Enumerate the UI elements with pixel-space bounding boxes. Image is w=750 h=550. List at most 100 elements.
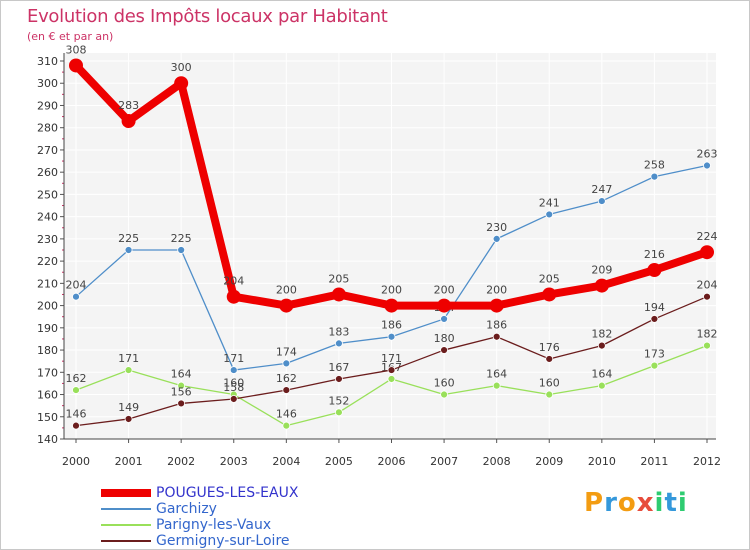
data-label: 176 bbox=[539, 341, 560, 354]
data-point bbox=[489, 298, 504, 313]
data-label: 173 bbox=[644, 348, 665, 361]
y-tick-label: 140 bbox=[37, 433, 58, 446]
data-label: 230 bbox=[486, 221, 507, 234]
y-tick-label: 200 bbox=[37, 300, 58, 313]
data-label: 204 bbox=[223, 275, 244, 288]
data-label: 216 bbox=[644, 248, 665, 261]
data-point bbox=[124, 415, 133, 423]
data-point bbox=[229, 366, 238, 374]
x-tick-label: 2009 bbox=[535, 455, 563, 468]
data-point bbox=[492, 332, 501, 341]
data-point bbox=[174, 76, 189, 91]
data-point bbox=[492, 234, 501, 243]
data-point bbox=[437, 298, 452, 313]
y-tick-label: 190 bbox=[37, 322, 58, 335]
data-point bbox=[229, 395, 238, 403]
y-tick-label: 260 bbox=[37, 166, 58, 179]
data-point bbox=[282, 421, 291, 430]
data-label: 162 bbox=[66, 372, 87, 385]
data-point bbox=[650, 315, 659, 323]
data-label: 171 bbox=[381, 352, 402, 365]
data-label: 146 bbox=[276, 408, 297, 421]
data-label: 146 bbox=[66, 408, 87, 421]
data-point bbox=[650, 361, 659, 370]
data-point bbox=[387, 366, 396, 374]
data-label: 180 bbox=[434, 332, 455, 345]
legend-swatch bbox=[101, 508, 151, 510]
y-tick-label: 280 bbox=[37, 122, 58, 135]
data-point bbox=[440, 315, 448, 323]
legend-label: Garchizy bbox=[156, 501, 217, 517]
y-tick-label: 150 bbox=[37, 411, 58, 424]
data-label: 283 bbox=[118, 99, 139, 112]
data-label: 263 bbox=[697, 148, 718, 161]
y-tick-label: 270 bbox=[37, 144, 58, 157]
data-label: 167 bbox=[328, 361, 349, 374]
data-point bbox=[387, 375, 396, 383]
legend-label: Parigny-les-Vaux bbox=[156, 517, 272, 533]
legend-label: POUGUES-LES-EAUX bbox=[156, 485, 299, 501]
data-point bbox=[226, 289, 241, 304]
x-tick-label: 2003 bbox=[220, 455, 248, 468]
data-label: 258 bbox=[644, 159, 665, 172]
data-point bbox=[279, 298, 294, 313]
proxiti-logo: Proxiti bbox=[584, 488, 688, 518]
data-label: 183 bbox=[328, 325, 349, 338]
y-tick-label: 160 bbox=[37, 389, 58, 402]
data-point bbox=[335, 375, 343, 383]
data-point bbox=[594, 278, 609, 293]
data-point bbox=[335, 339, 343, 348]
x-tick-label: 2007 bbox=[430, 455, 458, 468]
data-point bbox=[177, 399, 186, 408]
x-tick-label: 2000 bbox=[62, 455, 90, 468]
y-tick-label: 290 bbox=[37, 99, 58, 112]
y-tick-label: 310 bbox=[37, 55, 58, 68]
data-label: 186 bbox=[381, 319, 402, 332]
data-label: 160 bbox=[539, 377, 560, 390]
data-label: 182 bbox=[591, 328, 612, 341]
data-point bbox=[69, 58, 83, 73]
data-label: 241 bbox=[539, 196, 560, 209]
data-point bbox=[124, 366, 133, 374]
data-point bbox=[331, 287, 346, 302]
data-point bbox=[703, 161, 711, 170]
data-label: 247 bbox=[591, 183, 612, 196]
data-point bbox=[72, 421, 80, 430]
legend-swatch bbox=[101, 540, 151, 542]
y-tick-label: 220 bbox=[37, 255, 58, 268]
data-point bbox=[703, 292, 711, 301]
y-tick-label: 300 bbox=[37, 77, 58, 90]
data-label: 194 bbox=[644, 301, 665, 314]
x-tick-label: 2001 bbox=[115, 455, 143, 468]
chart-title: Evolution des Impôts locaux par Habitant bbox=[27, 6, 388, 27]
y-tick-label: 180 bbox=[37, 344, 58, 357]
x-tick-label: 2008 bbox=[483, 455, 511, 468]
data-label: 224 bbox=[697, 230, 718, 243]
data-label: 164 bbox=[486, 368, 507, 381]
data-label: 200 bbox=[276, 284, 297, 297]
data-label: 205 bbox=[539, 272, 560, 285]
data-point bbox=[597, 197, 606, 205]
data-label: 225 bbox=[171, 232, 192, 245]
data-point bbox=[121, 114, 136, 129]
y-tick-label: 230 bbox=[37, 233, 58, 246]
data-label: 164 bbox=[591, 368, 612, 381]
x-tick-label: 2004 bbox=[272, 455, 300, 468]
data-label: 200 bbox=[434, 284, 455, 297]
data-point bbox=[703, 341, 711, 350]
data-label: 174 bbox=[276, 345, 297, 358]
legend-label: Germigny-sur-Loire bbox=[156, 533, 290, 549]
x-tick-label: 2011 bbox=[640, 455, 668, 468]
plot-area bbox=[64, 53, 716, 439]
data-label: 200 bbox=[381, 284, 402, 297]
x-tick-label: 2002 bbox=[167, 455, 195, 468]
data-label: 186 bbox=[486, 319, 507, 332]
data-label: 158 bbox=[223, 381, 244, 394]
data-point bbox=[700, 245, 714, 260]
data-label: 160 bbox=[223, 377, 244, 390]
data-point bbox=[545, 355, 554, 363]
data-point bbox=[177, 246, 186, 254]
data-point bbox=[282, 386, 291, 394]
data-label: 205 bbox=[328, 272, 349, 285]
